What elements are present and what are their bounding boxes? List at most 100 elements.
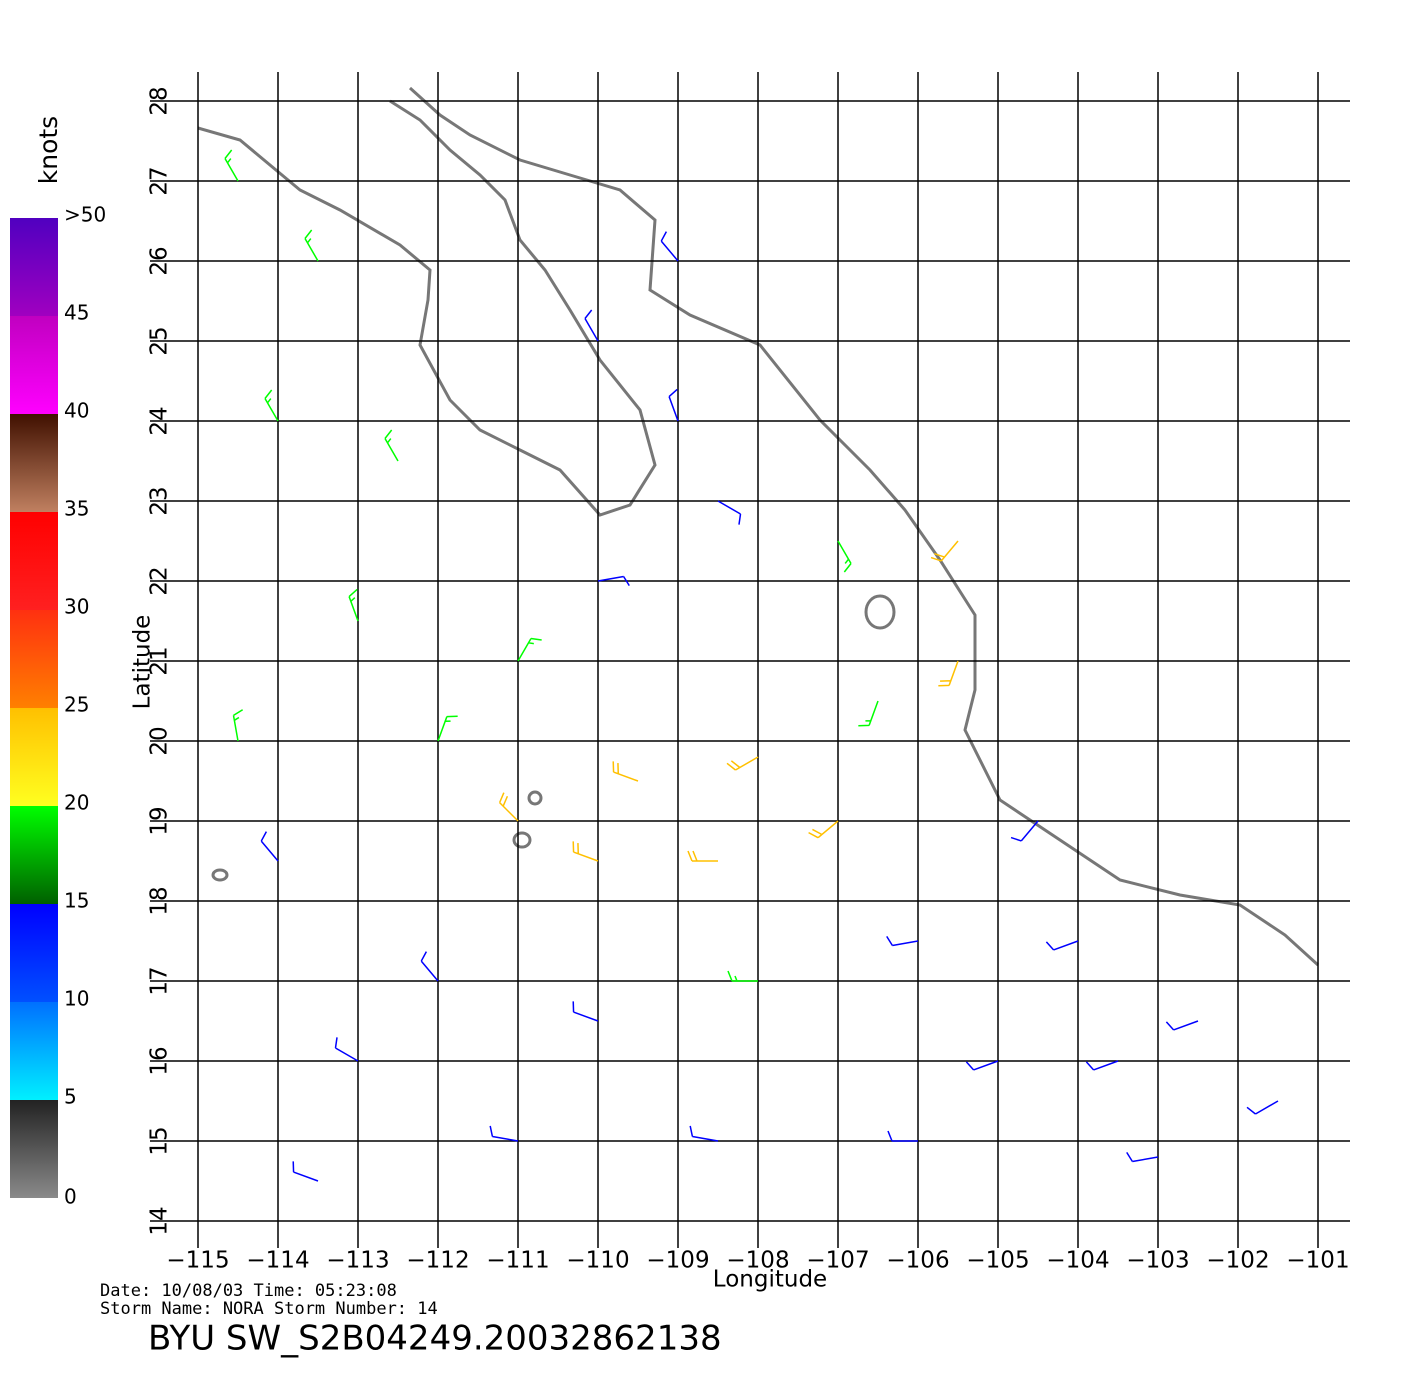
wind-barb bbox=[837, 540, 852, 573]
x-tick-label: −113 bbox=[326, 1248, 389, 1274]
wind-barb bbox=[348, 588, 359, 622]
x-tick-label: −106 bbox=[886, 1248, 949, 1274]
wind-barb bbox=[887, 1130, 918, 1142]
wind-barb bbox=[1010, 820, 1039, 842]
x-tick-label: −108 bbox=[726, 1248, 789, 1274]
y-tick-label: 19 bbox=[147, 806, 173, 835]
colorbar-segment bbox=[10, 414, 58, 512]
wind-barb bbox=[489, 1125, 519, 1142]
colorbar-segment bbox=[10, 610, 58, 708]
y-tick-label: 27 bbox=[147, 166, 173, 195]
y-tick-label: 23 bbox=[147, 486, 173, 515]
island bbox=[864, 594, 896, 630]
x-tick-label: −112 bbox=[406, 1248, 469, 1274]
x-tick-label: −109 bbox=[646, 1248, 709, 1274]
colorbar-label: 20 bbox=[64, 791, 89, 815]
wind-barb bbox=[264, 389, 279, 422]
island bbox=[211, 868, 229, 882]
wind-barb bbox=[1045, 940, 1079, 951]
x-tick-label: −104 bbox=[1046, 1248, 1109, 1274]
y-tick-label: 16 bbox=[147, 1046, 173, 1075]
colorbar-label: 0 bbox=[64, 1185, 77, 1209]
wind-barb bbox=[717, 500, 742, 525]
colorbar-segment bbox=[10, 1100, 58, 1198]
x-tick-label: −101 bbox=[1286, 1248, 1349, 1274]
x-tick-label: −105 bbox=[966, 1248, 1029, 1274]
wind-barb bbox=[572, 1001, 599, 1022]
file-name: BYU SW_S2B04249.20032862138 bbox=[148, 1319, 722, 1359]
wind-barb bbox=[1126, 1151, 1159, 1163]
colorbar-label: 35 bbox=[64, 497, 89, 521]
island bbox=[527, 790, 543, 806]
colorbar-segment bbox=[10, 904, 58, 1002]
x-tick-label: −102 bbox=[1206, 1248, 1269, 1274]
wind-barb bbox=[420, 951, 439, 982]
baja-coast bbox=[197, 99, 657, 517]
wind-barb bbox=[1165, 1020, 1199, 1031]
wind-barb bbox=[886, 935, 919, 947]
y-axis-label: Latitude bbox=[130, 615, 156, 710]
coastline bbox=[197, 86, 1320, 967]
wind-barb bbox=[260, 831, 279, 862]
colorbar-label: 15 bbox=[64, 889, 89, 913]
y-tick-label: 15 bbox=[147, 1126, 173, 1155]
y-tick-label: 18 bbox=[147, 886, 173, 915]
colorbar-segment bbox=[10, 218, 58, 316]
wind-barb bbox=[668, 388, 679, 422]
colorbar-segment bbox=[10, 806, 58, 904]
y-tick-label: 17 bbox=[147, 966, 173, 995]
mainland-coast bbox=[408, 86, 1320, 967]
y-tick-label: 20 bbox=[147, 726, 173, 755]
x-tick-label: −111 bbox=[486, 1248, 549, 1274]
wind-barb bbox=[304, 229, 319, 262]
colorbar-label: 25 bbox=[64, 693, 89, 717]
y-tick-label: 14 bbox=[147, 1206, 173, 1235]
wind-barb bbox=[689, 1125, 719, 1142]
x-tick-label: −115 bbox=[166, 1248, 229, 1274]
y-tick-label: 25 bbox=[147, 326, 173, 355]
wind-barb bbox=[384, 429, 399, 462]
wind-barb bbox=[597, 575, 630, 587]
wind-barb bbox=[292, 1161, 319, 1182]
colorbar-label: >50 bbox=[64, 203, 106, 227]
y-tick-label: 24 bbox=[147, 406, 173, 435]
wind-barb bbox=[612, 761, 639, 782]
wind-barb bbox=[232, 709, 244, 742]
x-tick-label: −107 bbox=[806, 1248, 869, 1274]
wind-barb bbox=[498, 792, 519, 822]
colorbar-label: 45 bbox=[64, 301, 89, 325]
wind-barb bbox=[660, 231, 679, 262]
wind-barb bbox=[1246, 1100, 1279, 1115]
colorbar-label: 40 bbox=[64, 399, 89, 423]
colorbar-title: knots bbox=[34, 116, 63, 184]
wind-barb bbox=[965, 1060, 999, 1071]
colorbar-segment bbox=[10, 708, 58, 806]
y-tick-label: 28 bbox=[147, 86, 173, 115]
y-tick-label: 26 bbox=[147, 246, 173, 275]
wind-barb bbox=[224, 149, 239, 182]
x-tick-label: −114 bbox=[246, 1248, 309, 1274]
x-tick-label: −110 bbox=[566, 1248, 629, 1274]
colorbar-segment bbox=[10, 1002, 58, 1100]
storm-info: Storm Name: NORA Storm Number: 14 bbox=[100, 1299, 438, 1319]
date-time: Date: 10/08/03 Time: 05:23:08 bbox=[100, 1281, 397, 1301]
wind-barb bbox=[1085, 1060, 1119, 1071]
colorbar-segment bbox=[10, 316, 58, 414]
wind-barb bbox=[858, 700, 879, 727]
wind-barb bbox=[726, 756, 759, 771]
wind-barb bbox=[938, 660, 959, 687]
wind-barb bbox=[572, 841, 599, 862]
wind-barb bbox=[808, 820, 839, 839]
colorbar-segment bbox=[10, 512, 58, 610]
wind-barb bbox=[727, 970, 758, 982]
wind-barb bbox=[437, 715, 458, 742]
wind-barb bbox=[687, 850, 718, 862]
wind-barb bbox=[517, 637, 542, 662]
x-tick-label: −103 bbox=[1126, 1248, 1189, 1274]
colorbar-label: 30 bbox=[64, 595, 89, 619]
x-axis-label: Longitude bbox=[713, 1267, 827, 1293]
wind-barb bbox=[584, 309, 599, 342]
wind-barb bbox=[930, 540, 959, 562]
wind-barb bbox=[334, 1037, 359, 1062]
